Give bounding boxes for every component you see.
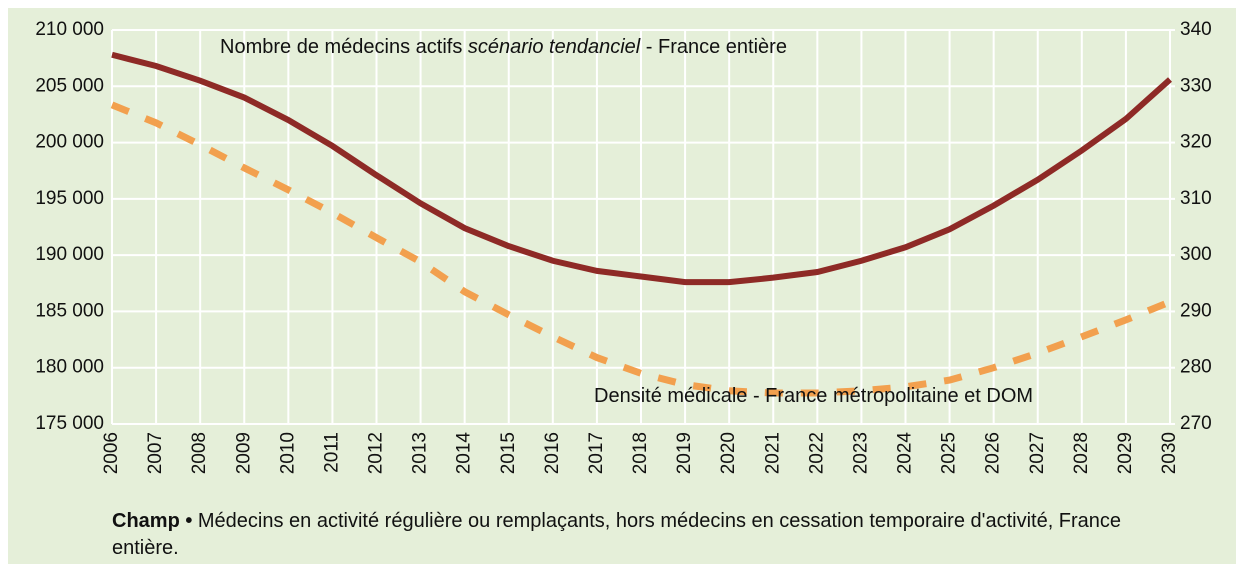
y-tick-label: 175 000 [35,413,104,434]
x-tick-label: 2030 [1159,432,1180,474]
annotation-part: Densité médicale - France métropolitaine… [594,385,1033,407]
x-tick-label: 2021 [762,432,783,474]
annotation-part: - France entière [640,36,787,58]
y-tick-label: 200 000 [35,132,104,153]
x-tick-label: 2025 [939,432,960,474]
x-tick-label: 2015 [498,432,519,474]
x-tick-label: 2010 [277,432,298,474]
y2-tick-label: 300 [1180,244,1212,265]
y-tick-label: 195 000 [35,188,104,209]
x-tick-label: 2016 [542,432,563,474]
x-tick-label: 2024 [895,432,916,475]
x-tick-label: 2012 [366,432,387,474]
x-tick-label: 2027 [1027,432,1048,474]
x-tick-label: 2017 [586,432,607,474]
y2-tick-label: 290 [1180,300,1212,321]
line-series [111,51,1172,286]
x-tick-label: 2007 [145,432,166,474]
x-tick-label: 2011 [321,432,342,473]
x-tick-label: 2013 [410,432,431,474]
annotation-part: scénario tendanciel [468,36,641,58]
note-text: Médecins en activité régulière ou rempla… [112,510,1122,559]
x-tick-label: 2028 [1071,432,1092,474]
x-tick-label: 2014 [454,432,475,475]
x-tick-label: 2009 [233,432,254,474]
y2-tick-label: 330 [1180,75,1212,96]
y-tick-label: 185 000 [35,300,104,321]
annotation: Nombre de médecins actifs scénario tenda… [220,36,787,58]
y-tick-label: 210 000 [35,19,104,40]
y-tick-label: 190 000 [35,244,104,265]
y-tick-label: 205 000 [35,75,104,96]
y-tick-label: 180 000 [35,357,104,378]
x-tick-label: 2019 [674,432,695,474]
note: Champ • Médecins en activité régulière o… [112,508,1122,562]
note-bold: Champ • [112,510,193,532]
y2-tick-label: 340 [1180,19,1212,40]
x-tick-label: 2006 [101,432,122,474]
annotation: Densité médicale - France métropolitaine… [594,385,1033,407]
y2-tick-label: 310 [1180,188,1212,209]
y2-tick-label: 320 [1180,132,1212,153]
y2-tick-label: 280 [1180,357,1212,378]
x-tick-label: 2020 [718,432,739,474]
line-series [110,101,1172,397]
x-tick-label: 2008 [189,432,210,474]
background [8,8,1236,564]
x-tick-label: 2026 [983,432,1004,474]
x-tick-label: 2022 [806,432,827,474]
x-tick-label: 2023 [850,432,871,474]
y2-tick-label: 270 [1180,413,1212,434]
x-tick-label: 2018 [630,432,651,474]
annotation-part: Nombre de médecins actifs [220,36,468,58]
x-tick-label: 2029 [1115,432,1136,474]
